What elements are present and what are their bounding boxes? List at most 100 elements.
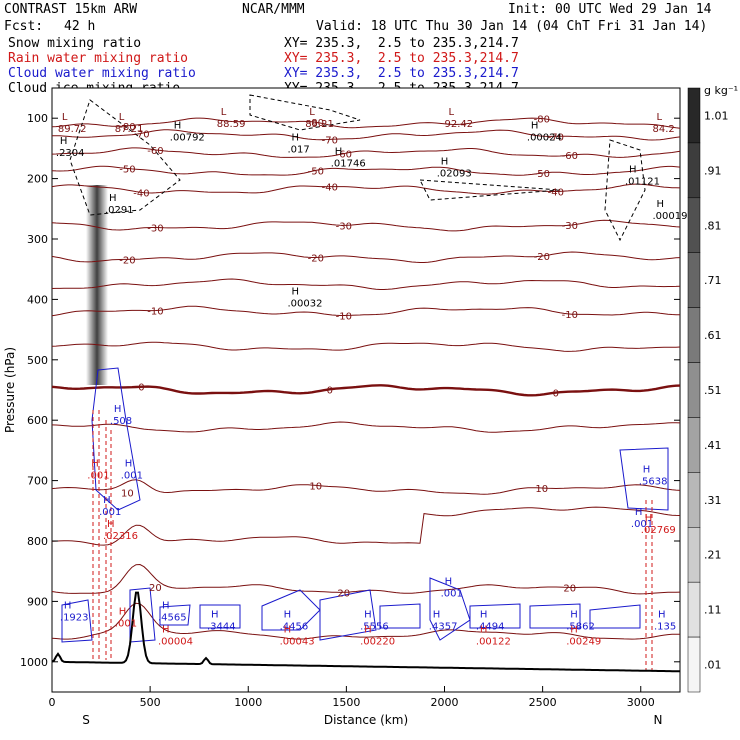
extremum-value: .00024 <box>527 132 562 143</box>
isotherm-label: 10 <box>535 484 548 495</box>
colorbar-label: .01 <box>704 659 722 672</box>
field-snow-name: Snow mixing ratio <box>8 36 142 51</box>
cloud-water-contour <box>61 599 93 643</box>
colorbar-segment <box>687 581 701 638</box>
extremum-marker: H <box>441 157 449 168</box>
extremum-marker: H <box>107 519 115 530</box>
rain-water-contours <box>92 410 653 670</box>
extremum-value: .135 <box>654 622 676 633</box>
extremum-value: .00220 <box>360 637 395 648</box>
valid-time: Valid: 18 UTC Thu 30 Jan 14 (04 ChT Fri … <box>316 19 708 34</box>
extremum-marker: H <box>64 601 72 612</box>
extremum-marker: H <box>103 495 111 506</box>
org-label: NCAR/MMM <box>242 2 305 17</box>
extremum-value: .02316 <box>103 531 138 542</box>
extremum-value: .001 <box>99 507 121 518</box>
snow-shading <box>86 185 108 385</box>
cloud-water-contour <box>261 589 321 631</box>
extremum-marker: H <box>284 625 292 636</box>
extremum-value: 84.2 <box>653 124 675 135</box>
extremum-value: .001 <box>115 619 137 630</box>
plot-frame <box>51 87 681 693</box>
extremum-marker: H <box>657 199 665 210</box>
cloud-ice-contour <box>249 94 361 131</box>
extremum-value: 88.59 <box>217 119 246 130</box>
x-axis-start-label: S <box>82 713 90 727</box>
extremum-value: .01746 <box>331 158 366 169</box>
extremum-value: .02093 <box>437 169 472 180</box>
extremum-marker: H <box>658 610 666 621</box>
model-title: CONTRAST 15km ARW <box>4 2 138 17</box>
x-axis: 0 500 1000 1500 2000 2500 3000 <box>49 686 655 709</box>
isotherm-label: -30 <box>562 221 578 232</box>
y-tick-label: 800 <box>27 535 48 548</box>
isotherm-label: 10 <box>309 481 322 492</box>
isotherm-label: -10 <box>147 307 163 318</box>
y-tick-label: 1000 <box>20 656 48 669</box>
colorbar-label: .61 <box>704 329 722 342</box>
cloud-water-contour <box>379 603 421 629</box>
extremum-marker: H <box>292 132 300 143</box>
extremum-marker: H <box>480 610 488 621</box>
extremum-marker: L <box>119 112 125 123</box>
extremum-value: .001 <box>121 471 143 482</box>
extremum-marker: L <box>309 107 315 118</box>
isotherm-label: -30 <box>336 221 352 232</box>
isotherm-label: -60 <box>336 150 352 161</box>
extremum-marker: H <box>292 286 300 297</box>
isotherm-label: 0 <box>553 389 559 400</box>
x-axis-end-label: N <box>654 713 663 727</box>
extremum-marker: L <box>221 107 227 118</box>
forecast-hour: 42 h <box>64 19 96 34</box>
y-axis-title: Pressure (hPa) <box>3 347 17 433</box>
colorbar-segment <box>687 636 701 693</box>
isotherm--70 <box>51 129 681 141</box>
cloud-water-contour <box>319 589 377 641</box>
extremum-value: .00032 <box>288 298 323 309</box>
isotherm--5 <box>51 341 681 352</box>
colorbar-segment <box>687 527 701 583</box>
terrain-line <box>51 591 680 673</box>
isotherm-label: -40 <box>322 183 338 194</box>
field-rain-xy: XY= 235.3, 2.5 to 235.3,214.7 <box>284 51 519 66</box>
field-snow-xy: XY= 235.3, 2.5 to 235.3,214.7 <box>284 36 519 51</box>
isotherm-label: 20 <box>149 583 162 594</box>
extremum-value: .4565 <box>158 613 187 624</box>
extremum-marker: L <box>62 112 68 123</box>
extremum-marker: H <box>60 136 68 147</box>
isotherm-label: 20 <box>337 588 350 599</box>
isotherm-label: -50 <box>119 165 135 176</box>
extremum-value: .4456 <box>280 622 309 633</box>
isotherm-5 <box>51 421 681 433</box>
colorbar-label: .31 <box>704 494 722 507</box>
isotherm-label: -20 <box>534 252 550 263</box>
extremum-marker: H <box>433 610 441 621</box>
colorbar-segment <box>687 362 701 418</box>
isotherm-label: -20 <box>119 255 135 266</box>
x-tick-label: 1500 <box>332 696 360 709</box>
colorbar-unit: g kg⁻¹ <box>704 84 738 97</box>
cloud-ice-contour <box>419 179 561 201</box>
extremum-marker: H <box>570 610 578 621</box>
y-tick-label: 300 <box>27 233 48 246</box>
isotherm-15 <box>51 506 681 546</box>
y-tick-label: 900 <box>27 595 48 608</box>
extremum-value: .001 <box>87 471 109 482</box>
extremum-value: .00004 <box>158 637 193 648</box>
extremum-marker: H <box>531 120 539 131</box>
y-tick-label: 200 <box>27 173 48 186</box>
extremum-marker: H <box>480 625 488 636</box>
extremum-value: .00249 <box>566 637 601 648</box>
extremum-marker: H <box>211 610 219 621</box>
forecast-label: Fcst: <box>4 19 44 34</box>
colorbar: 1.01 .91 .81 .71 .61 .51 .41 .31 .21 .11 .01 <box>687 87 729 693</box>
colorbar-segment <box>687 472 701 528</box>
extremum-marker: H <box>445 576 453 587</box>
extremum-value: .508 <box>110 416 132 427</box>
extremum-marker: H <box>629 164 637 175</box>
x-tick-label: 3000 <box>627 696 655 709</box>
colorbar-segment <box>687 307 701 363</box>
cloud-water-contour <box>589 604 641 629</box>
